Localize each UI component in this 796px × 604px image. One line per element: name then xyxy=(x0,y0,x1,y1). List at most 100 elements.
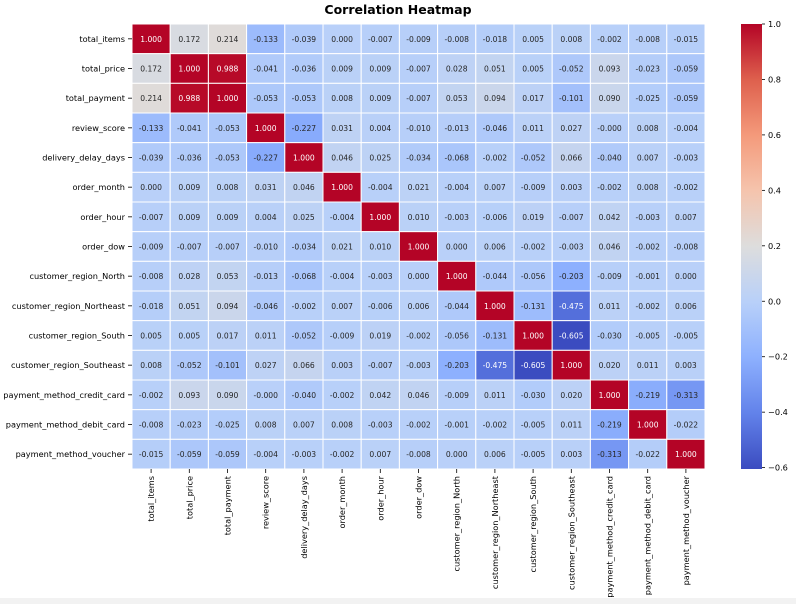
cell-value-label: -0.002 xyxy=(635,243,660,252)
x-tick-label: payment_method_credit_card xyxy=(605,476,615,598)
cell-value-label: -0.002 xyxy=(292,302,317,311)
cell-value-label: 0.053 xyxy=(217,272,239,281)
y-tick-label: customer_region_Northeast xyxy=(12,301,126,311)
cell-value-label: 0.042 xyxy=(599,213,621,222)
cell-value-label: -0.003 xyxy=(368,421,393,430)
cell-value-label: -0.025 xyxy=(215,421,240,430)
cell-value-label: -0.002 xyxy=(521,243,546,252)
cell-value-label: 0.007 xyxy=(675,213,697,222)
heatmap-cell xyxy=(475,171,515,203)
heatmap-cell xyxy=(589,23,630,55)
cell-value-label: 1.000 xyxy=(637,421,659,430)
cell-value-label: -0.006 xyxy=(368,302,393,311)
heatmap-cell xyxy=(475,260,515,292)
cell-value-label: -0.101 xyxy=(215,361,240,370)
cell-value-label: 0.019 xyxy=(522,213,544,222)
cell-value-label: -0.009 xyxy=(444,391,469,400)
cell-value-label: -0.003 xyxy=(559,243,584,252)
heatmap-cell xyxy=(207,53,248,84)
cell-value-label: 0.009 xyxy=(369,94,391,103)
heatmap-cell xyxy=(513,82,553,114)
x-tick-label: total_price xyxy=(184,476,194,519)
cell-value-label: 0.003 xyxy=(331,361,353,370)
heatmap-cell xyxy=(666,379,706,411)
heatmap-cell xyxy=(628,231,668,262)
heatmap-cell xyxy=(246,379,286,411)
cell-value-label: -0.219 xyxy=(635,391,660,400)
heatmap-cell xyxy=(437,142,477,173)
cell-value-label: -0.009 xyxy=(597,272,622,281)
heatmap-cell xyxy=(589,142,630,173)
heatmap-cell xyxy=(284,171,324,203)
cell-value-label: 0.000 xyxy=(446,243,468,252)
cell-value-label: -0.203 xyxy=(559,272,584,281)
cell-value-label: 0.020 xyxy=(599,361,621,370)
y-tick-labels: total_items total_price total_paymentrevie… xyxy=(3,34,132,459)
cell-value-label: -0.023 xyxy=(177,421,202,430)
cell-value-label: -0.219 xyxy=(597,421,622,430)
cell-value-label: -0.023 xyxy=(635,65,660,74)
colorbar-tick-label: −0.4 xyxy=(768,407,788,417)
cell-value-label: -0.053 xyxy=(253,94,278,103)
cell-value-label: 0.000 xyxy=(675,272,697,281)
colorbar-tick-label: 0.4 xyxy=(768,185,781,195)
heatmap-cell xyxy=(513,438,553,470)
heatmap-cell xyxy=(475,320,515,351)
heatmap-cell xyxy=(246,142,286,173)
heatmap-cell xyxy=(207,231,248,262)
heatmap-cell xyxy=(131,112,171,144)
heatmap-cell xyxy=(131,290,171,322)
heatmap-cell xyxy=(207,82,248,114)
heatmap-cell xyxy=(246,82,286,114)
heatmap-cell xyxy=(360,201,400,233)
heatmap-cell xyxy=(398,379,439,411)
cell-value-label: -0.007 xyxy=(406,65,431,74)
heatmap-cell xyxy=(284,320,324,351)
cell-value-label: -0.004 xyxy=(444,183,469,192)
cell-value-label: -0.008 xyxy=(674,243,699,252)
cell-value-label: -0.044 xyxy=(483,272,508,281)
heatmap-cell xyxy=(589,82,630,114)
cell-value-label: -0.605 xyxy=(559,332,584,341)
heatmap-cell xyxy=(437,231,477,262)
heatmap-cell xyxy=(437,349,477,381)
cell-value-label: 0.017 xyxy=(217,332,239,341)
x-tick-labels: total_items total_price total_payment revie… xyxy=(146,469,691,598)
heatmap-cell xyxy=(589,349,630,381)
cell-value-label: -0.605 xyxy=(521,361,546,370)
cell-value-label: -0.010 xyxy=(406,124,431,133)
cell-value-label: -0.009 xyxy=(330,332,355,341)
cell-value-label: 0.011 xyxy=(522,124,544,133)
cell-value-label: 0.000 xyxy=(408,272,430,281)
cell-value-label: 0.005 xyxy=(522,65,544,74)
cell-value-label: -0.002 xyxy=(483,154,508,163)
cell-value-label: -0.007 xyxy=(177,243,202,252)
cell-value-label: -0.007 xyxy=(406,94,431,103)
heatmap-cell xyxy=(589,260,630,292)
heatmap-cell xyxy=(322,112,362,144)
cell-value-label: -0.040 xyxy=(292,391,317,400)
cell-value-label: 0.053 xyxy=(446,94,468,103)
cell-value-label: -0.052 xyxy=(292,332,317,341)
cell-value-label: -0.133 xyxy=(253,35,278,44)
cell-value-label: -0.227 xyxy=(292,124,317,133)
cell-value-label: -0.002 xyxy=(635,302,660,311)
heatmap-cell xyxy=(360,260,400,292)
cell-value-label: 0.006 xyxy=(484,450,506,459)
cell-value-label: -0.000 xyxy=(253,391,278,400)
cell-value-label: -0.052 xyxy=(521,154,546,163)
colorbar-tick-label: 0.2 xyxy=(768,241,781,251)
cell-value-label: -0.007 xyxy=(559,213,584,222)
cell-value-label: 1.000 xyxy=(293,154,315,163)
heatmap-cell xyxy=(131,438,171,470)
x-tick-label: customer_region_Southeast xyxy=(566,475,576,590)
heatmap-cell xyxy=(207,409,248,440)
cell-value-label: 0.093 xyxy=(599,65,621,74)
heatmap-cell xyxy=(284,349,324,381)
cell-value-label: -0.005 xyxy=(521,421,546,430)
heatmap-cell xyxy=(513,290,553,322)
cell-value-label: 0.005 xyxy=(140,332,162,341)
cell-value-label: -0.025 xyxy=(635,94,660,103)
cell-value-label: -0.039 xyxy=(139,154,164,163)
y-tick-label: payment_method_credit_card xyxy=(3,390,125,400)
